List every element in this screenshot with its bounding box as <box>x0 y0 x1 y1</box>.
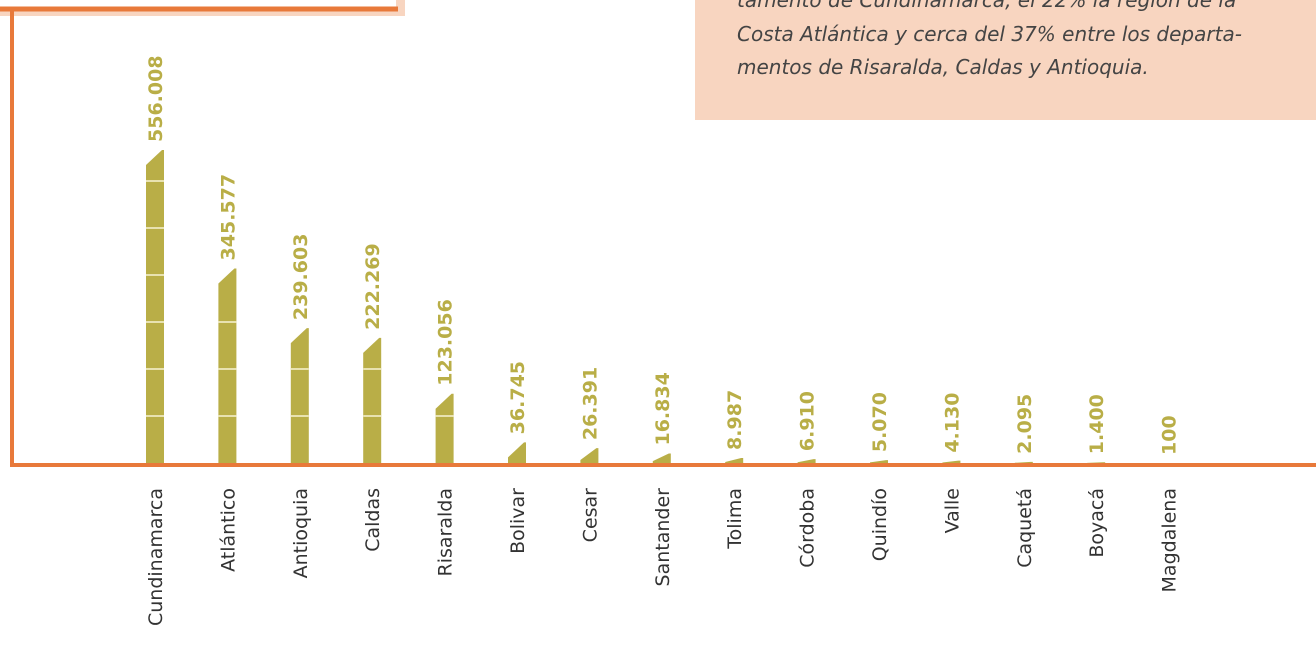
value-label: 123.056 <box>435 299 457 386</box>
bar <box>725 457 744 463</box>
value-label: 8.987 <box>724 390 746 450</box>
x-tick-label: Cundinamarca <box>145 488 167 626</box>
bar <box>942 460 961 463</box>
x-tick-label: Quindío <box>869 488 891 561</box>
value-label: 239.603 <box>290 234 312 321</box>
x-tick-label: Córdoba <box>797 488 819 568</box>
bar <box>1014 461 1033 463</box>
bar <box>580 448 599 463</box>
x-tick-label: Tolima <box>724 488 746 550</box>
value-label: 222.269 <box>362 243 384 330</box>
note-line: tamento de Cundinamarca, el 22% la regió… <box>737 0 1237 12</box>
bar <box>870 460 888 463</box>
value-label: 16.834 <box>652 372 674 445</box>
value-label: 5.070 <box>869 392 891 452</box>
bar <box>508 442 526 463</box>
bar <box>797 459 816 463</box>
x-tick-label: Atlántico <box>217 488 239 572</box>
x-tick-label: Antioquia <box>290 488 312 578</box>
title-box-inner <box>0 0 396 9</box>
x-tick-label: Risaralda <box>435 488 457 576</box>
value-label: 26.391 <box>579 367 601 440</box>
note-box: tamento de Cundinamarca, el 22% la regió… <box>695 0 1316 120</box>
x-tick-label: Cesar <box>579 488 601 542</box>
value-label: 1.400 <box>1086 394 1108 454</box>
value-label: 556.008 <box>145 55 167 142</box>
value-label: 36.745 <box>507 361 529 434</box>
value-label: 6.910 <box>797 391 819 451</box>
x-tick-label: Caquetá <box>1014 488 1036 568</box>
note-line: Costa Atlántica y cerca del 37% entre lo… <box>737 22 1242 46</box>
bar <box>652 453 671 463</box>
x-tick-label: Magdalena <box>1159 488 1181 592</box>
x-tick-label: Valle <box>941 488 963 533</box>
x-tick-label: Bolivar <box>507 488 529 554</box>
value-label: 100 <box>1159 415 1181 455</box>
x-tick-label: Caldas <box>362 488 384 552</box>
bar <box>1087 462 1106 463</box>
bar <box>218 268 237 463</box>
bar <box>290 328 309 463</box>
bar <box>363 337 382 463</box>
bar <box>435 393 454 463</box>
x-tick-label: Santander <box>652 488 674 587</box>
value-label: 345.577 <box>217 174 239 261</box>
value-label: 2.095 <box>1014 394 1036 454</box>
x-tick-label: Boyacá <box>1086 488 1108 558</box>
value-label: 4.130 <box>941 393 963 453</box>
note-line: mentos de Risaralda, Caldas y Antioquia. <box>737 55 1149 79</box>
